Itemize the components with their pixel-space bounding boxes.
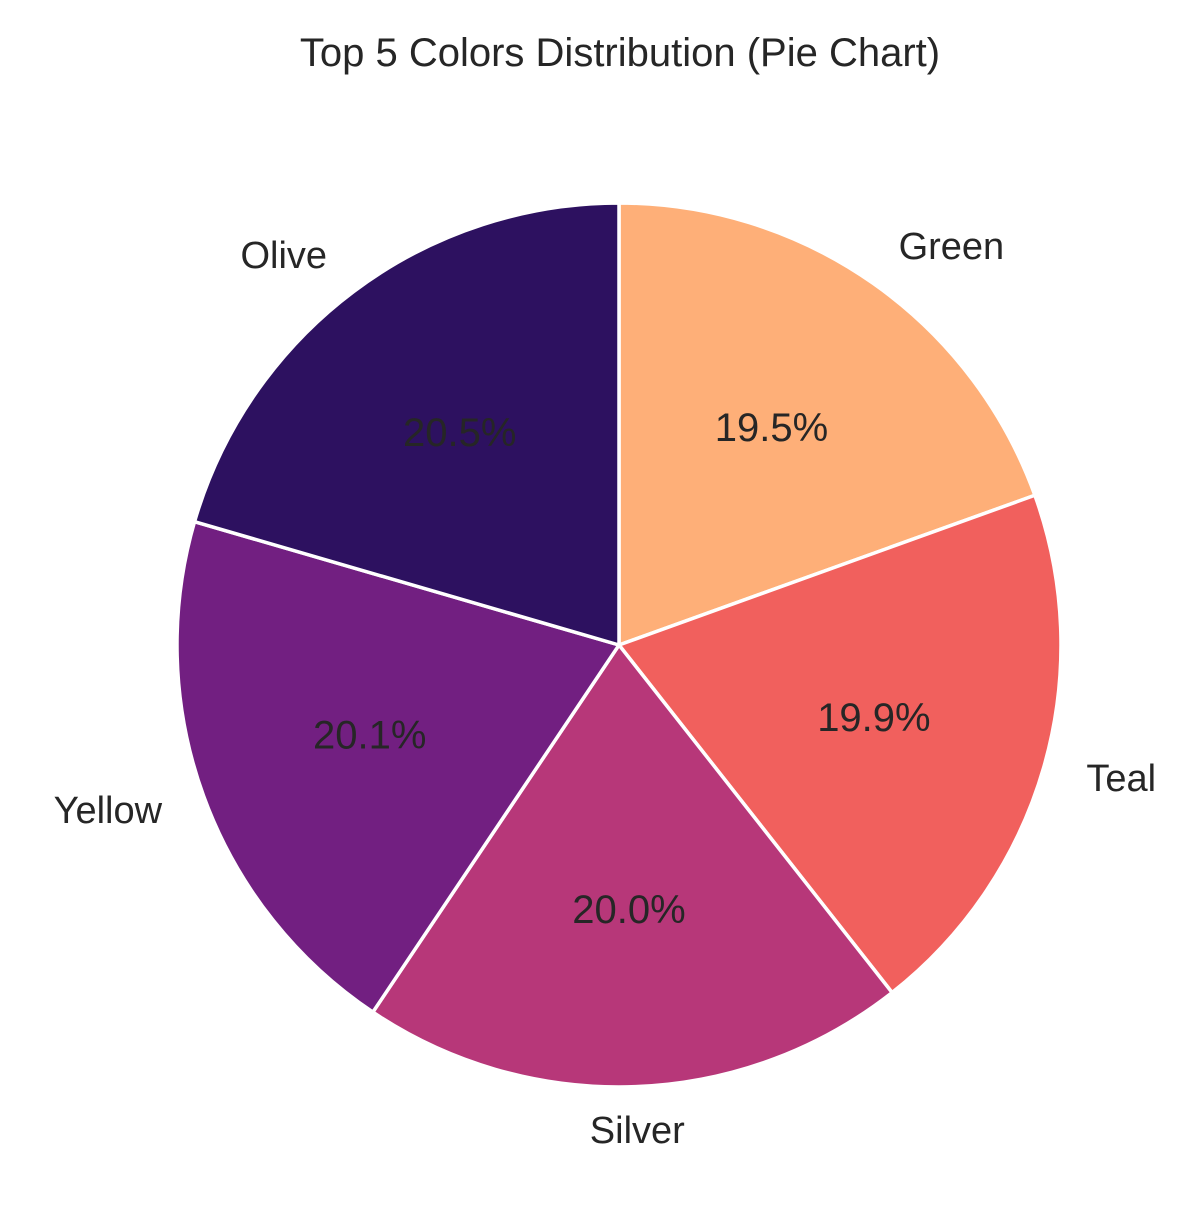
percent-labels: 19.5% 19.9% 20.0% 20.1% 20.5% — [313, 406, 931, 932]
percent-label-green: 19.5% — [715, 406, 828, 450]
category-label-green: Green — [899, 226, 1005, 268]
pie-slices — [175, 201, 1063, 1089]
pie-slice-yellow — [175, 519, 621, 1014]
percent-label-olive: 20.5% — [403, 411, 516, 455]
percent-label-yellow: 20.1% — [313, 714, 426, 758]
pie-slice-olive — [192, 201, 621, 647]
chart-title: Top 5 Colors Distribution (Pie Chart) — [300, 31, 940, 75]
percent-label-teal: 19.9% — [817, 696, 930, 740]
pie-slice-teal — [617, 493, 1063, 995]
category-labels: Green Teal Silver Yellow Olive — [54, 226, 1156, 1152]
percent-label-silver: 20.0% — [572, 888, 685, 932]
category-label-olive: Olive — [240, 235, 327, 277]
pie-slice-silver — [371, 643, 894, 1089]
pie-slice-green — [617, 201, 1037, 647]
category-label-yellow: Yellow — [54, 790, 163, 832]
category-label-teal: Teal — [1086, 758, 1156, 800]
category-label-silver: Silver — [590, 1110, 685, 1152]
